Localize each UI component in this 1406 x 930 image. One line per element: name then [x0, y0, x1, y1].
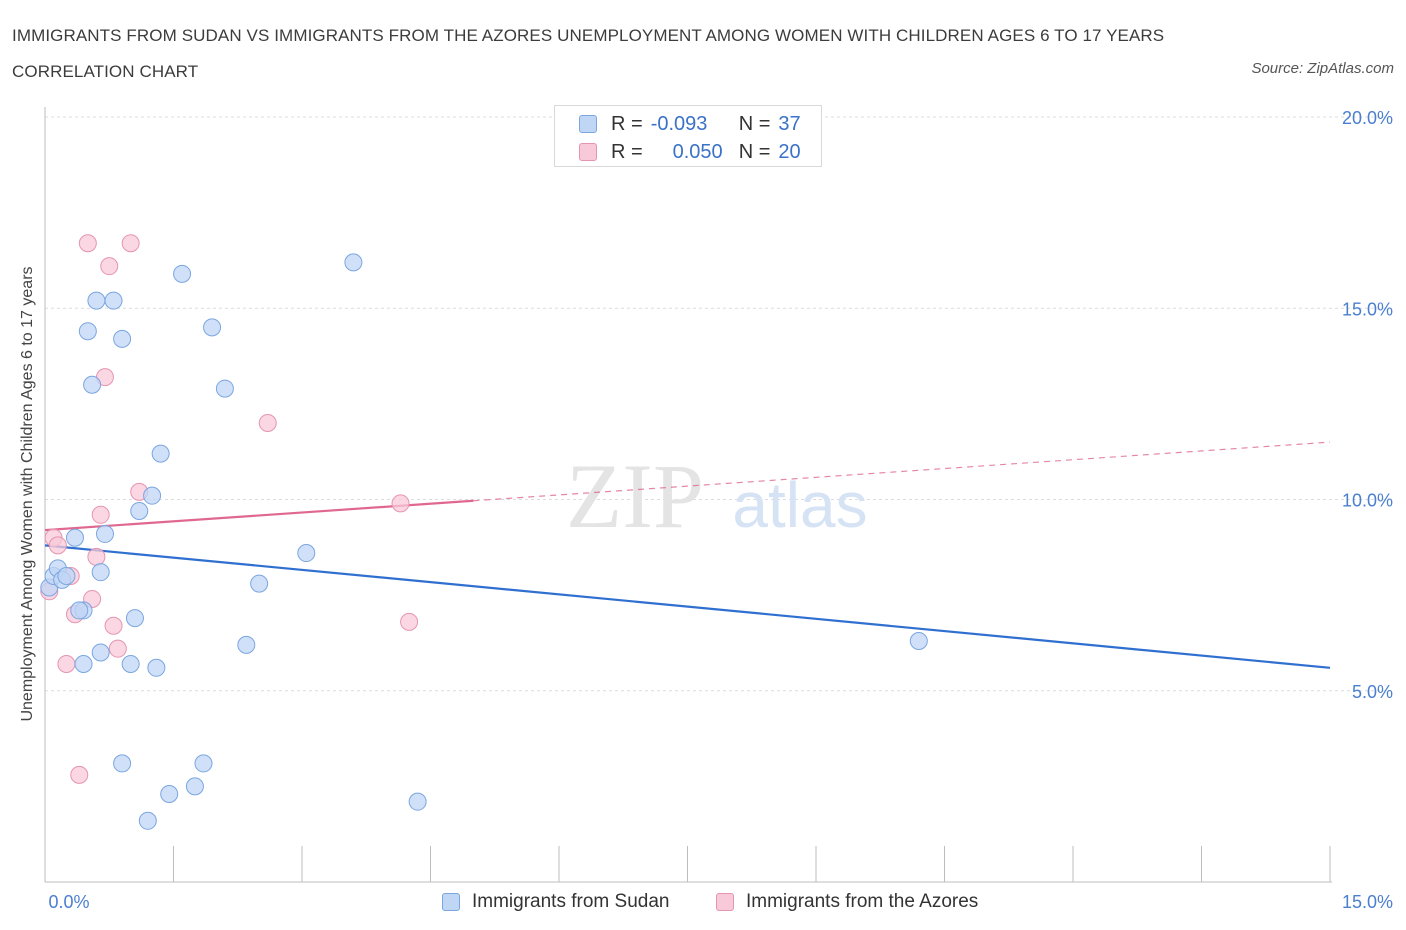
- azores-point: [108, 639, 127, 658]
- azores-trend-extension: [473, 441, 1331, 502]
- azores-point: [70, 765, 89, 784]
- sudan-point: [74, 654, 93, 673]
- sudan-point: [909, 632, 928, 651]
- sudan-point: [130, 501, 149, 520]
- azores-point: [57, 654, 76, 673]
- sudan-point: [91, 563, 110, 582]
- sudan-point: [104, 291, 123, 310]
- azores-r-label: R =: [611, 140, 643, 163]
- y-tick-label: 5.0%: [1352, 682, 1393, 702]
- sudan-point: [151, 444, 170, 463]
- sudan-trend-line: [44, 544, 1331, 669]
- correlation-legend: R = -0.093 N = 37 R = 0.050 N = 20: [554, 105, 822, 167]
- data-points: [40, 234, 928, 830]
- sudan-point: [250, 574, 269, 593]
- sudan-point: [113, 754, 132, 773]
- sudan-point: [95, 524, 114, 543]
- azores-n-label: N =: [738, 140, 771, 163]
- sudan-point: [138, 811, 157, 830]
- sudan-point: [143, 486, 162, 505]
- sudan-point: [87, 291, 106, 310]
- sudan-point: [185, 777, 204, 796]
- y-tick-label: 15.0%: [1342, 299, 1393, 319]
- y-tick-label: 20.0%: [1342, 108, 1393, 128]
- sudan-point: [194, 754, 213, 773]
- sudan-point: [203, 318, 222, 337]
- sudan-point: [147, 658, 166, 677]
- sudan-point: [70, 601, 89, 620]
- azores-r-value: 0.050: [672, 140, 723, 163]
- bottom-legend-sudan: Immigrants from Sudan: [442, 888, 669, 916]
- azores-swatch: [579, 143, 597, 161]
- azores-point: [91, 505, 110, 524]
- legend-row-azores: R = 0.050 N = 20: [579, 139, 801, 165]
- grid-lines: [45, 116, 1390, 692]
- sudan-point: [297, 544, 316, 563]
- sudan-point: [237, 635, 256, 654]
- sudan-point: [125, 609, 144, 628]
- bottom-azores-swatch: [716, 893, 734, 911]
- bottom-sudan-label: Immigrants from Sudan: [472, 891, 670, 912]
- azores-point: [121, 234, 140, 253]
- sudan-point: [215, 379, 234, 398]
- sudan-point: [344, 253, 363, 272]
- tick-labels: 5.0% 10.0% 15.0% 20.0% 0.0% 15.0%: [48, 108, 1393, 912]
- sudan-point: [160, 785, 179, 804]
- azores-n-value: 20: [778, 140, 801, 163]
- sudan-n-label: N =: [738, 112, 771, 135]
- source-label: Source: ZipAtlas.com: [1251, 60, 1394, 77]
- sudan-point: [57, 567, 76, 585]
- legend-row-sudan: R = -0.093 N = 37: [579, 111, 801, 137]
- chart-title: IMMIGRANTS FROM SUDAN VS IMMIGRANTS FROM…: [12, 26, 1165, 81]
- sudan-point: [173, 264, 192, 283]
- sudan-swatch: [579, 115, 597, 133]
- azores-point: [78, 234, 97, 253]
- sudan-n-value: 37: [778, 112, 801, 135]
- azores-point: [400, 612, 419, 631]
- azores-point: [391, 494, 410, 513]
- azores-point: [48, 536, 67, 555]
- watermark: ZIP atlas: [566, 445, 868, 547]
- sudan-point: [121, 654, 140, 673]
- sudan-point: [65, 528, 84, 547]
- axes: [44, 107, 1332, 883]
- watermark-zip: ZIP: [566, 445, 704, 547]
- bottom-sudan-swatch: [442, 893, 460, 911]
- azores-point: [87, 547, 106, 566]
- sudan-point: [408, 792, 427, 811]
- azores-point: [100, 257, 119, 276]
- sudan-r-value: -0.093: [650, 112, 708, 135]
- watermark-atlas: atlas: [732, 469, 867, 541]
- azores-point: [104, 616, 123, 635]
- sudan-point: [91, 643, 110, 662]
- azores-point: [258, 414, 277, 432]
- sudan-point: [113, 329, 132, 348]
- x-tick-label: 0.0%: [48, 892, 89, 912]
- sudan-point: [83, 375, 102, 394]
- x-tick-label: 15.0%: [1342, 892, 1393, 912]
- sudan-r-label: R =: [611, 112, 643, 135]
- y-tick-label: 10.0%: [1342, 491, 1393, 511]
- bottom-legend-azores: Immigrants from the Azores: [716, 888, 978, 916]
- bottom-azores-label: Immigrants from the Azores: [746, 891, 979, 912]
- sudan-point: [78, 322, 97, 341]
